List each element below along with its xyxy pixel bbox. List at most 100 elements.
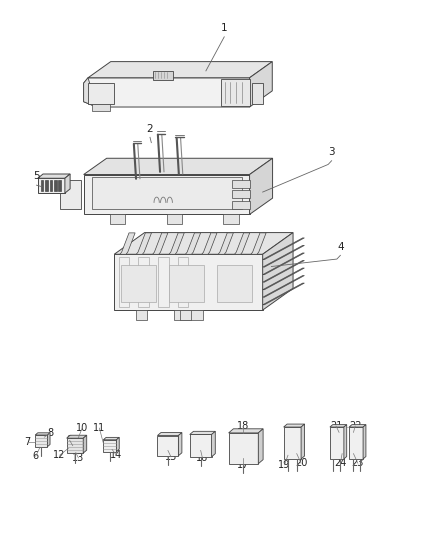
Text: 24: 24 bbox=[334, 458, 346, 468]
Polygon shape bbox=[60, 180, 81, 209]
Text: 11: 11 bbox=[93, 423, 106, 433]
Polygon shape bbox=[232, 190, 250, 198]
Polygon shape bbox=[263, 283, 304, 305]
Polygon shape bbox=[88, 83, 114, 104]
Polygon shape bbox=[58, 180, 61, 191]
Polygon shape bbox=[103, 440, 117, 451]
Polygon shape bbox=[301, 424, 304, 459]
Polygon shape bbox=[45, 180, 48, 191]
Polygon shape bbox=[88, 62, 272, 78]
Polygon shape bbox=[252, 83, 263, 104]
Text: 7: 7 bbox=[25, 437, 31, 447]
Polygon shape bbox=[229, 433, 258, 464]
Polygon shape bbox=[117, 438, 119, 451]
Polygon shape bbox=[232, 201, 250, 209]
Polygon shape bbox=[35, 435, 47, 447]
Text: 10: 10 bbox=[76, 423, 88, 433]
Text: 5: 5 bbox=[33, 172, 40, 181]
Polygon shape bbox=[83, 435, 87, 453]
Polygon shape bbox=[92, 104, 110, 111]
Polygon shape bbox=[67, 435, 87, 438]
Polygon shape bbox=[263, 268, 304, 290]
Polygon shape bbox=[284, 424, 304, 427]
Polygon shape bbox=[166, 214, 182, 224]
Polygon shape bbox=[178, 433, 182, 456]
Text: 4: 4 bbox=[337, 241, 344, 252]
Text: 14: 14 bbox=[110, 450, 123, 460]
Polygon shape bbox=[217, 265, 252, 302]
Polygon shape bbox=[65, 174, 70, 193]
Polygon shape bbox=[169, 233, 184, 254]
Polygon shape bbox=[38, 174, 70, 178]
Polygon shape bbox=[263, 245, 304, 267]
Polygon shape bbox=[84, 78, 97, 107]
Polygon shape bbox=[223, 214, 239, 224]
Polygon shape bbox=[232, 180, 250, 188]
Polygon shape bbox=[263, 232, 293, 310]
Polygon shape bbox=[344, 425, 347, 459]
Text: 20: 20 bbox=[295, 458, 307, 468]
Text: 17: 17 bbox=[237, 460, 250, 470]
Text: 9: 9 bbox=[67, 435, 73, 446]
Polygon shape bbox=[251, 233, 266, 254]
Polygon shape bbox=[103, 438, 119, 440]
Polygon shape bbox=[229, 429, 263, 433]
Polygon shape bbox=[84, 174, 250, 214]
Polygon shape bbox=[54, 180, 57, 191]
Polygon shape bbox=[363, 425, 366, 459]
Polygon shape bbox=[349, 425, 366, 427]
Polygon shape bbox=[202, 233, 217, 254]
Polygon shape bbox=[250, 62, 272, 107]
Polygon shape bbox=[157, 435, 178, 456]
Polygon shape bbox=[152, 233, 168, 254]
Text: 1: 1 bbox=[221, 22, 228, 33]
Polygon shape bbox=[250, 158, 272, 214]
Polygon shape bbox=[212, 431, 215, 457]
Polygon shape bbox=[136, 310, 147, 320]
Polygon shape bbox=[35, 433, 50, 435]
Text: 3: 3 bbox=[328, 147, 335, 157]
Polygon shape bbox=[185, 233, 201, 254]
Polygon shape bbox=[41, 180, 43, 191]
Polygon shape bbox=[330, 425, 347, 427]
Polygon shape bbox=[157, 433, 182, 435]
Polygon shape bbox=[218, 233, 233, 254]
Polygon shape bbox=[49, 180, 52, 191]
Polygon shape bbox=[284, 427, 301, 459]
Polygon shape bbox=[121, 265, 155, 302]
Polygon shape bbox=[234, 233, 250, 254]
Polygon shape bbox=[263, 261, 304, 282]
Polygon shape bbox=[47, 433, 50, 447]
Polygon shape bbox=[190, 434, 212, 457]
Polygon shape bbox=[263, 253, 304, 274]
Text: 12: 12 bbox=[53, 450, 66, 460]
Text: 23: 23 bbox=[352, 458, 364, 468]
Polygon shape bbox=[110, 214, 125, 224]
Polygon shape bbox=[173, 310, 203, 320]
Polygon shape bbox=[153, 71, 173, 80]
Polygon shape bbox=[190, 431, 215, 434]
Polygon shape bbox=[221, 79, 250, 106]
Polygon shape bbox=[114, 232, 293, 254]
Polygon shape bbox=[67, 438, 83, 453]
Polygon shape bbox=[180, 310, 191, 320]
Text: 6: 6 bbox=[32, 451, 39, 461]
Polygon shape bbox=[263, 238, 304, 260]
Polygon shape bbox=[92, 177, 242, 209]
Polygon shape bbox=[263, 276, 304, 297]
Polygon shape bbox=[258, 429, 263, 464]
Polygon shape bbox=[84, 158, 272, 174]
Text: 18: 18 bbox=[237, 421, 250, 431]
Polygon shape bbox=[349, 427, 363, 459]
Polygon shape bbox=[136, 233, 152, 254]
Text: 13: 13 bbox=[72, 453, 85, 463]
Text: 15: 15 bbox=[165, 452, 177, 462]
Text: 8: 8 bbox=[47, 428, 53, 438]
Text: 16: 16 bbox=[196, 453, 208, 463]
Polygon shape bbox=[120, 233, 135, 254]
Polygon shape bbox=[84, 78, 250, 107]
Polygon shape bbox=[38, 178, 65, 193]
Text: 22: 22 bbox=[349, 421, 361, 431]
Text: 2: 2 bbox=[147, 124, 153, 134]
Polygon shape bbox=[330, 427, 344, 459]
